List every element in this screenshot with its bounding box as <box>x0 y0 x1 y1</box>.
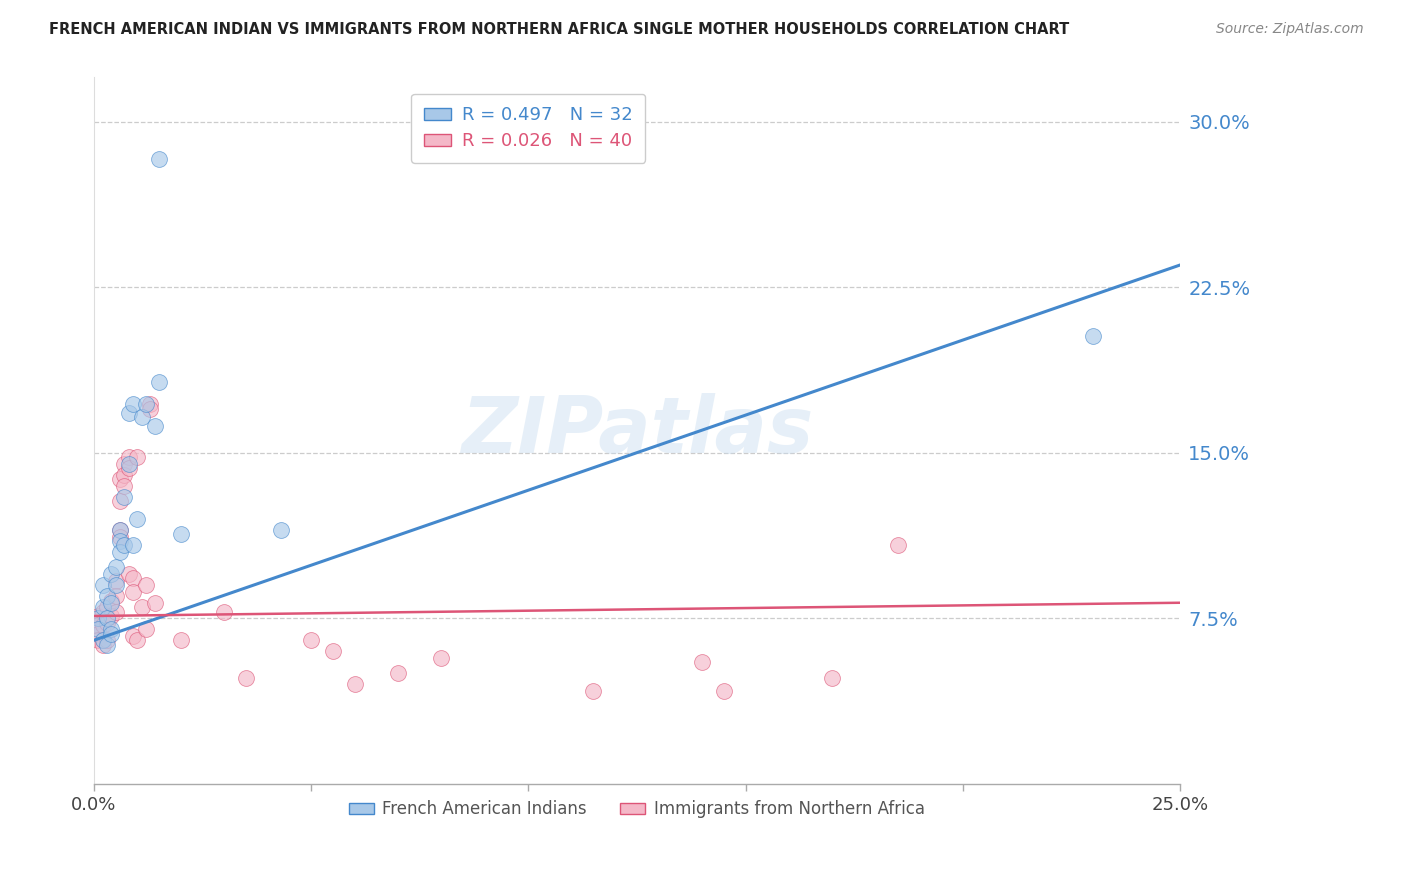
Point <box>430 651 453 665</box>
Point <box>112 467 135 482</box>
Point <box>112 457 135 471</box>
Point <box>100 593 122 607</box>
Point <box>148 152 170 166</box>
Point <box>108 533 131 548</box>
Point <box>122 538 145 552</box>
Point <box>143 596 166 610</box>
Point <box>118 406 141 420</box>
Point <box>91 633 114 648</box>
Point <box>104 574 127 588</box>
Point <box>127 512 149 526</box>
Point <box>122 629 145 643</box>
Point <box>87 633 110 648</box>
Point <box>139 401 162 416</box>
Point <box>235 671 257 685</box>
Point <box>118 457 141 471</box>
Point <box>91 638 114 652</box>
Point <box>135 397 157 411</box>
Point <box>582 684 605 698</box>
Point <box>96 611 118 625</box>
Point <box>104 605 127 619</box>
Point <box>212 605 235 619</box>
Point <box>112 479 135 493</box>
Point <box>118 450 141 464</box>
Point <box>91 633 114 648</box>
Point <box>100 626 122 640</box>
Point <box>299 633 322 648</box>
Point <box>87 622 110 636</box>
Point <box>387 666 409 681</box>
Point <box>108 545 131 559</box>
Point <box>108 494 131 508</box>
Point <box>100 567 122 582</box>
Point <box>91 600 114 615</box>
Point <box>139 397 162 411</box>
Point <box>122 584 145 599</box>
Point <box>886 538 908 552</box>
Point <box>112 490 135 504</box>
Point <box>135 578 157 592</box>
Point <box>118 461 141 475</box>
Point <box>131 600 153 615</box>
Point <box>170 633 193 648</box>
Point <box>87 626 110 640</box>
Point <box>87 609 110 624</box>
Point <box>122 397 145 411</box>
Point <box>112 538 135 552</box>
Point <box>148 375 170 389</box>
Point <box>131 410 153 425</box>
Point <box>270 523 292 537</box>
Point <box>96 600 118 615</box>
Point <box>100 596 122 610</box>
Point <box>108 529 131 543</box>
Point <box>118 567 141 582</box>
Point <box>91 578 114 592</box>
Point <box>100 609 122 624</box>
Point <box>91 617 114 632</box>
Point <box>821 671 844 685</box>
Text: ZIPatlas: ZIPatlas <box>461 392 813 468</box>
Point <box>96 589 118 603</box>
Point <box>104 589 127 603</box>
Point <box>1081 328 1104 343</box>
Legend: French American Indians, Immigrants from Northern Africa: French American Indians, Immigrants from… <box>343 794 931 825</box>
Point <box>87 617 110 632</box>
Point <box>87 611 110 625</box>
Text: FRENCH AMERICAN INDIAN VS IMMIGRANTS FROM NORTHERN AFRICA SINGLE MOTHER HOUSEHOL: FRENCH AMERICAN INDIAN VS IMMIGRANTS FRO… <box>49 22 1070 37</box>
Point <box>96 633 118 648</box>
Point <box>135 622 157 636</box>
Point <box>96 615 118 630</box>
Point <box>108 523 131 537</box>
Point <box>91 605 114 619</box>
Point <box>143 419 166 434</box>
Point <box>104 578 127 592</box>
Text: Source: ZipAtlas.com: Source: ZipAtlas.com <box>1216 22 1364 37</box>
Point <box>108 523 131 537</box>
Point <box>104 560 127 574</box>
Point <box>170 527 193 541</box>
Point <box>713 684 735 698</box>
Point <box>343 677 366 691</box>
Point <box>100 622 122 636</box>
Point <box>690 656 713 670</box>
Point <box>96 638 118 652</box>
Point <box>322 644 344 658</box>
Point <box>127 633 149 648</box>
Point <box>127 450 149 464</box>
Point <box>108 472 131 486</box>
Point <box>122 572 145 586</box>
